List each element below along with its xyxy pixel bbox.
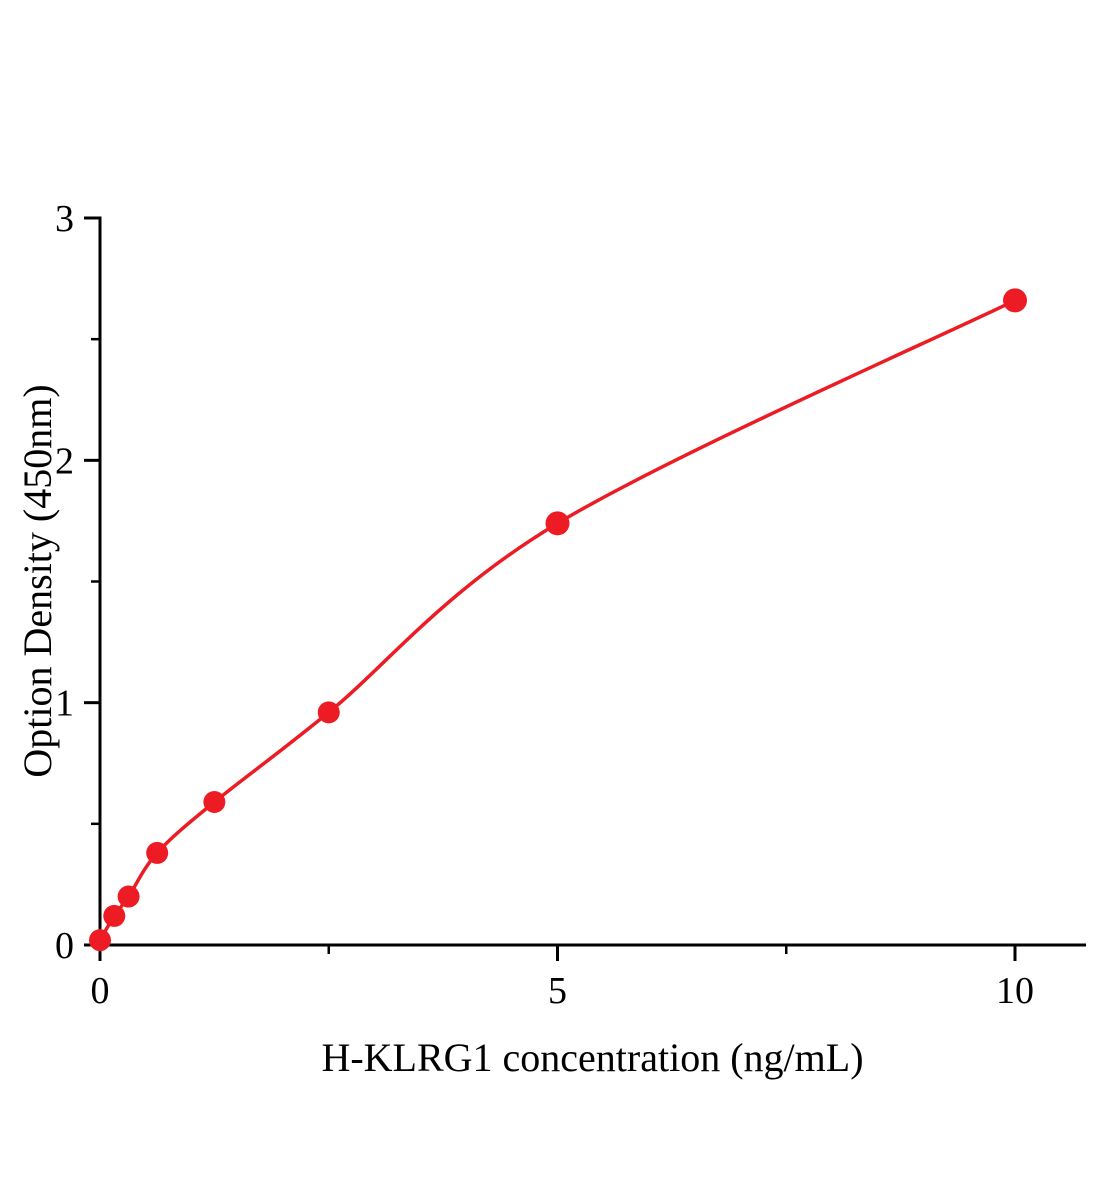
- data-point: [203, 791, 226, 814]
- x-tick-label: 10: [996, 970, 1034, 1012]
- x-axis-title: H-KLRG1 concentration (ng/mL): [321, 1035, 864, 1080]
- data-point: [89, 929, 111, 952]
- data-point: [545, 511, 570, 536]
- data-point: [1003, 288, 1027, 313]
- y-tick-label: 1: [55, 683, 74, 725]
- y-axis-title: Option Density (450nm): [15, 384, 60, 778]
- data-point: [117, 885, 140, 908]
- data-point: [103, 904, 126, 927]
- data-point: [317, 701, 340, 724]
- y-tick-label: 3: [55, 198, 74, 240]
- x-tick-label: 5: [548, 970, 567, 1012]
- fitted-curve: [98, 298, 1017, 942]
- data-point: [146, 841, 169, 864]
- y-tick-label: 2: [55, 440, 74, 482]
- y-tick-label: 0: [55, 925, 74, 967]
- x-tick-label: 0: [91, 970, 110, 1012]
